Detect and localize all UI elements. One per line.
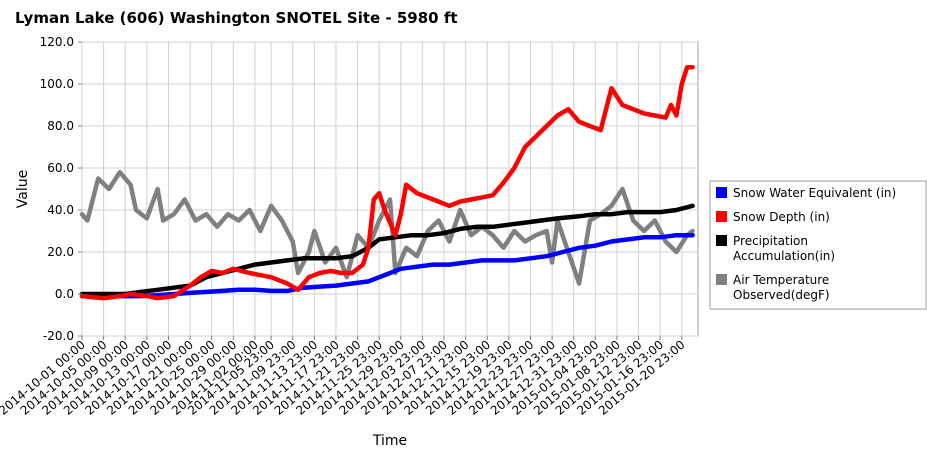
x-axis-label: Time xyxy=(372,433,407,449)
chart-title: Lyman Lake (606) Washington SNOTEL Site … xyxy=(15,9,458,27)
y-tick-label: 0.0 xyxy=(55,287,74,301)
y-tick-label: 60.0 xyxy=(47,161,74,175)
series-line xyxy=(79,232,695,299)
series-line xyxy=(79,169,695,286)
y-axis-ticks: -20.0 0.0 20.0 40.0 60.0 80.0 100.0 120.0 xyxy=(40,35,82,343)
legend-swatch xyxy=(716,187,727,198)
legend-label: Precipitation xyxy=(733,234,808,248)
legend-label: Snow Depth (in) xyxy=(733,210,830,224)
legend-swatch xyxy=(716,235,727,246)
y-tick-label: -20.0 xyxy=(43,329,74,343)
legend-label: Air Temperature xyxy=(733,273,829,287)
y-tick-label: 40.0 xyxy=(47,203,74,217)
legend-box xyxy=(709,180,927,310)
y-tick-label: 120.0 xyxy=(40,35,74,49)
y-axis-label: Value xyxy=(15,170,31,208)
series-line xyxy=(79,64,695,301)
y-tick-label: 20.0 xyxy=(47,245,74,259)
y-tick-label: 80.0 xyxy=(47,119,74,133)
y-tick-label: 100.0 xyxy=(40,77,74,91)
series-layer xyxy=(79,64,695,301)
legend-swatch xyxy=(716,211,727,222)
legend-swatch xyxy=(716,274,727,285)
legend-label: Accumulation(in) xyxy=(733,249,835,263)
legend: Snow Water Equivalent (in) Snow Depth (in… xyxy=(709,180,927,310)
legend-label: Observed(degF) xyxy=(733,288,830,302)
legend-label: Snow Water Equivalent (in) xyxy=(733,186,896,200)
